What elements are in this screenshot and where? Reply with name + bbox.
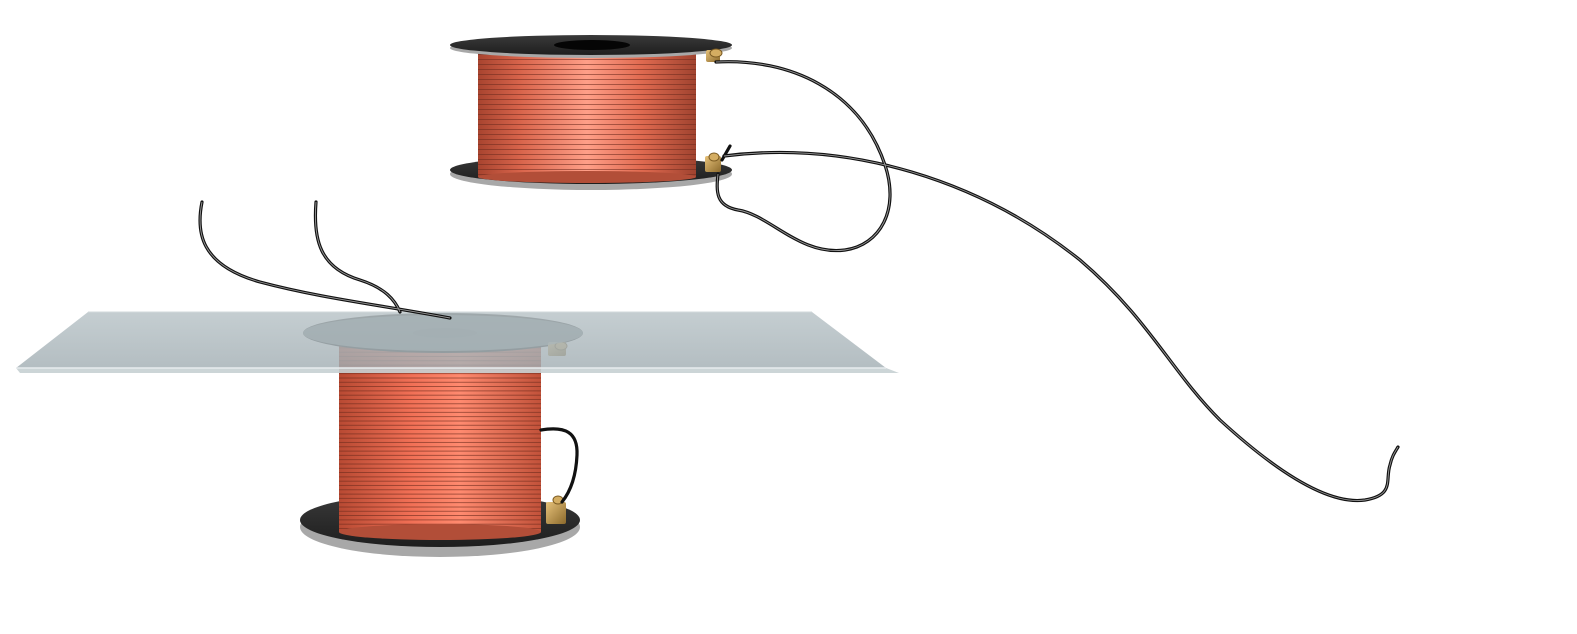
left-lead-wire (198, 200, 452, 320)
bottom-coil-top-flange-through-glass (303, 315, 583, 351)
lead-wire-highlights (199, 201, 451, 319)
bottom-coil-winding-base (339, 524, 541, 540)
top-coil-winding-base (478, 171, 696, 183)
wire-highlights (715, 61, 1399, 501)
top-coil-loop-wire (714, 60, 892, 253)
top-coil-lower-terminal (705, 152, 721, 172)
top-coil-winding-lines (478, 50, 696, 177)
bottom-coil-side-wire (539, 427, 579, 504)
top-coil-core-hole (554, 40, 630, 50)
top-coil-upper-terminal (706, 48, 723, 62)
top-coil-terminal-stub (720, 144, 732, 162)
top-coil-lead-wires (714, 60, 1400, 503)
top-coil (450, 35, 732, 190)
glass-plate-edge (16, 368, 899, 373)
bottom-coil-lead-wires (198, 200, 452, 320)
